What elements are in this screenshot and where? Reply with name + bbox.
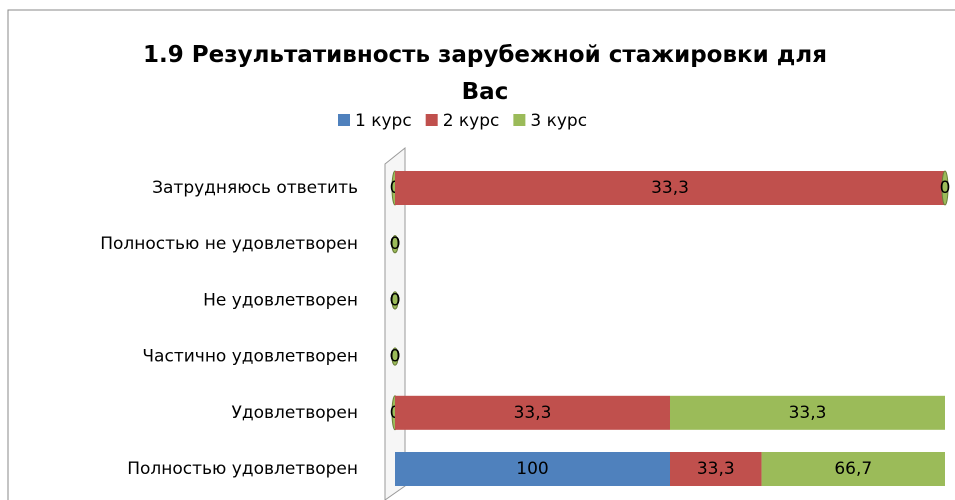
bar — [391, 291, 399, 310]
y-tick-label: Частично удовлетворен — [142, 347, 358, 367]
data-label: 100 — [516, 459, 548, 479]
title-line: 1.9 Результативность зарубежной стажиров… — [143, 42, 827, 68]
bar — [761, 452, 945, 486]
bar — [670, 452, 762, 486]
data-label: 0 — [390, 347, 401, 367]
y-tick-label: Удовлетворен — [231, 403, 358, 423]
legend-label: 2 курс — [443, 111, 500, 131]
legend-swatch — [425, 114, 438, 126]
legend-label: 3 курс — [530, 111, 587, 131]
legend-swatch — [338, 114, 350, 126]
y-tick-label: Полностью не удовлетворен — [100, 234, 358, 254]
bar — [391, 347, 399, 366]
title-line: Вас — [462, 79, 509, 105]
data-label: 66,7 — [834, 459, 872, 479]
bar — [395, 395, 670, 430]
y-tick-label: Не удовлетворен — [203, 290, 358, 310]
data-label: 0 — [390, 234, 401, 254]
bar — [395, 171, 945, 205]
legend-label: 1 курс — [355, 111, 412, 131]
bar — [391, 235, 399, 254]
chart-title: 1.9 Результативность зарубежной стажиров… — [143, 42, 827, 105]
bar — [941, 170, 949, 206]
bar — [670, 395, 945, 430]
data-label: 33,3 — [789, 403, 827, 423]
y-tick-label: Полностью удовлетворен — [127, 459, 358, 479]
legend-swatch — [513, 114, 526, 126]
data-label: 33,3 — [697, 459, 735, 479]
y-tick-label: Затрудняюсь ответить — [152, 178, 358, 198]
data-label: 33,3 — [514, 403, 552, 423]
data-label: 0 — [390, 290, 401, 310]
data-label: 33,3 — [651, 178, 689, 198]
bar — [395, 452, 670, 486]
data-label: 0 — [940, 178, 951, 198]
